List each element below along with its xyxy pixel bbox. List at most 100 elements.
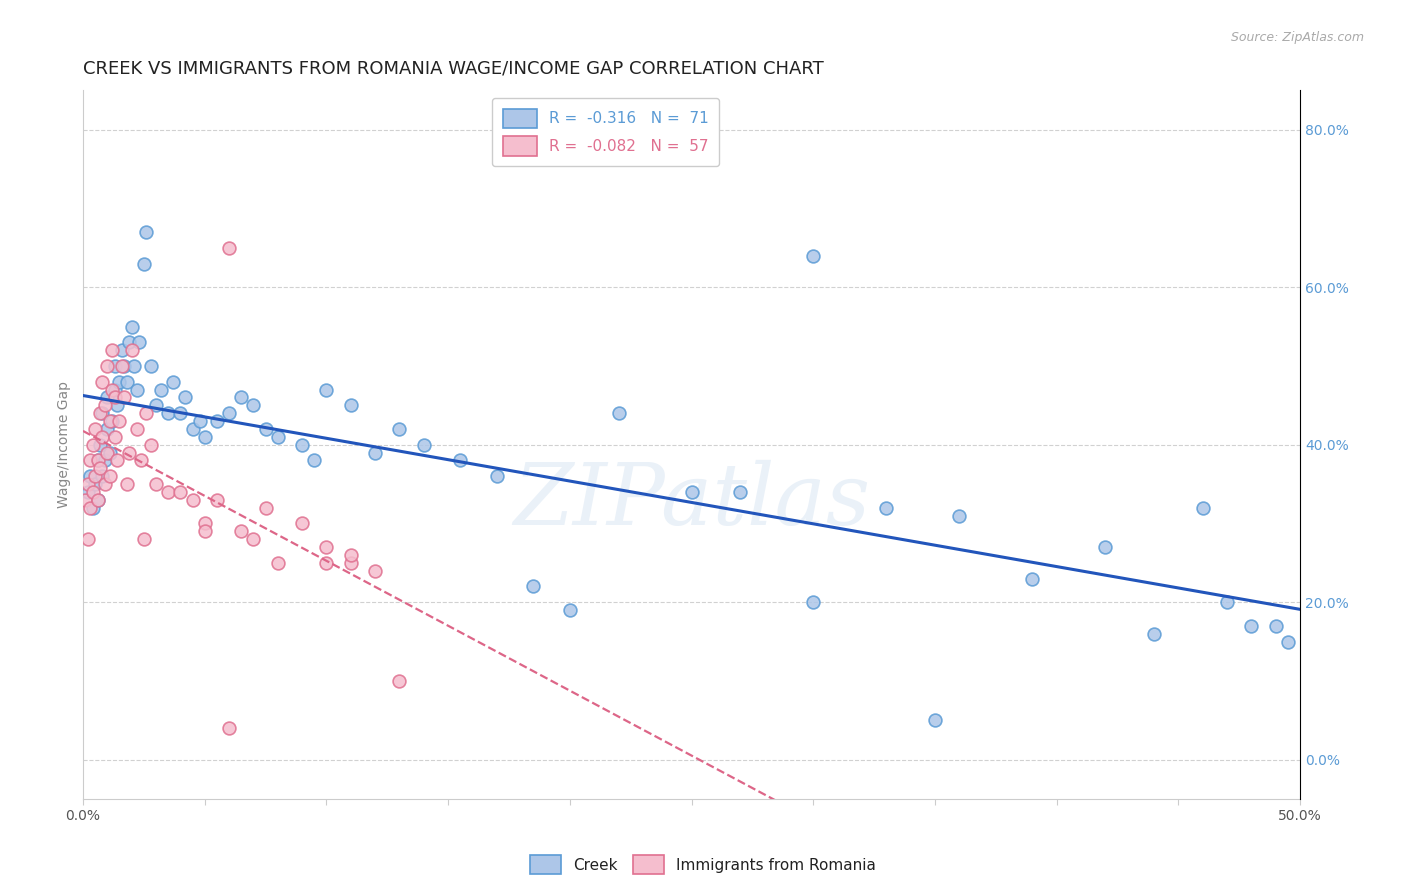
Text: ZIPatlas: ZIPatlas (513, 460, 870, 542)
Point (112, 391, 135, 405)
Point (1264, 619, 1286, 633)
Point (364, 445, 387, 459)
Point (125, 383, 148, 397)
Point (291, 516, 314, 531)
Point (89, 461, 111, 475)
Point (242, 398, 264, 412)
Point (1143, 626, 1166, 640)
Point (75, 492, 97, 507)
Point (139, 438, 162, 452)
Point (131, 453, 153, 467)
Point (121, 319, 143, 334)
Point (76, 484, 98, 499)
Y-axis label: Wage/Income Gap: Wage/Income Gap (58, 381, 72, 508)
Point (94, 477, 117, 491)
Point (76, 532, 98, 546)
Point (96, 391, 118, 405)
Point (89, 406, 111, 420)
Point (315, 556, 337, 570)
Point (128, 335, 150, 350)
Point (79, 500, 101, 515)
Point (111, 343, 134, 358)
Point (118, 335, 141, 350)
Point (449, 453, 471, 467)
Point (607, 406, 630, 420)
Point (86, 492, 108, 507)
Point (108, 414, 131, 428)
Point (194, 524, 217, 539)
Point (364, 564, 387, 578)
Point (181, 492, 204, 507)
Point (122, 359, 145, 373)
Point (339, 398, 361, 412)
Point (801, 595, 824, 609)
Point (169, 406, 191, 420)
Point (132, 532, 155, 546)
Point (485, 469, 508, 483)
Point (218, 406, 240, 420)
Point (98, 445, 121, 459)
Point (242, 532, 264, 546)
Point (125, 422, 148, 436)
Point (188, 414, 211, 428)
Point (89, 438, 111, 452)
Point (98, 414, 121, 428)
Point (681, 484, 703, 499)
Point (135, 225, 157, 239)
Point (254, 500, 277, 515)
Point (135, 406, 157, 420)
Point (388, 422, 411, 436)
Point (105, 453, 128, 467)
Point (205, 414, 228, 428)
Point (96, 422, 118, 436)
Point (174, 391, 197, 405)
Point (1191, 500, 1213, 515)
Point (875, 500, 897, 515)
Point (91, 430, 114, 444)
Point (157, 406, 180, 420)
Point (1240, 619, 1263, 633)
Text: Source: ZipAtlas.com: Source: ZipAtlas.com (1230, 31, 1364, 45)
Point (86, 453, 108, 467)
Point (145, 398, 167, 412)
Point (84, 477, 107, 491)
Point (315, 540, 337, 554)
Point (91, 469, 114, 483)
Point (108, 375, 131, 389)
Point (86, 453, 108, 467)
Point (145, 477, 167, 491)
Point (94, 453, 117, 467)
Point (149, 383, 172, 397)
Point (111, 359, 134, 373)
Legend: R =  -0.316   N =  71, R =  -0.082   N =  57: R = -0.316 N = 71, R = -0.082 N = 57 (492, 98, 720, 166)
Point (1277, 634, 1299, 648)
Point (96, 445, 118, 459)
Point (96, 359, 118, 373)
Point (121, 343, 143, 358)
Point (79, 453, 101, 467)
Point (86, 492, 108, 507)
Point (101, 343, 124, 358)
Point (231, 524, 253, 539)
Point (84, 422, 107, 436)
Point (104, 430, 127, 444)
Point (205, 492, 228, 507)
Point (801, 249, 824, 263)
Point (254, 422, 277, 436)
Point (104, 383, 127, 397)
Point (76, 477, 98, 491)
Point (139, 359, 162, 373)
Point (302, 453, 325, 467)
Point (291, 438, 314, 452)
Point (115, 477, 138, 491)
Point (79, 469, 101, 483)
Point (339, 548, 361, 562)
Point (267, 556, 290, 570)
Point (118, 445, 141, 459)
Text: CREEK VS IMMIGRANTS FROM ROMANIA WAGE/INCOME GAP CORRELATION CHART: CREEK VS IMMIGRANTS FROM ROMANIA WAGE/IN… (83, 60, 824, 78)
Point (1216, 595, 1239, 609)
Point (104, 359, 127, 373)
Point (91, 406, 114, 420)
Point (82, 500, 104, 515)
Point (1021, 572, 1043, 586)
